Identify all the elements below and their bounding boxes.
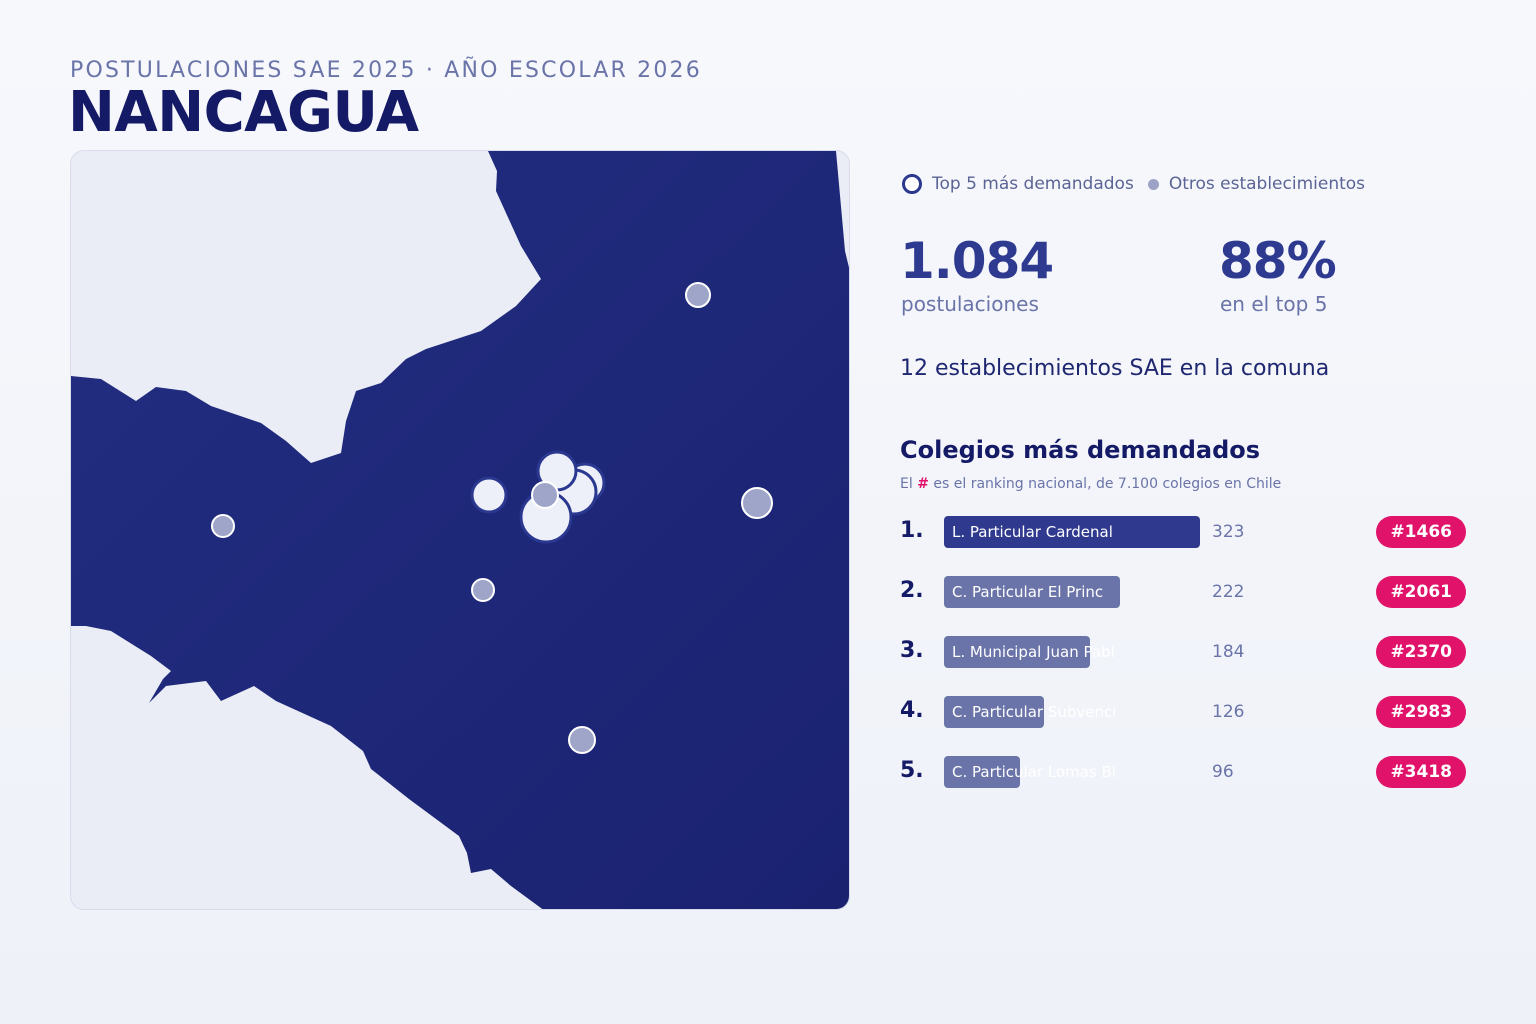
rank-number: 1.	[900, 518, 924, 543]
applications-total: 1.084	[900, 232, 1054, 290]
national-rank-badge: #3418	[1376, 756, 1466, 788]
map-legend: Top 5 más demandados Otros establecimien…	[902, 174, 1365, 194]
school-marker[interactable]	[471, 578, 495, 602]
ranking-bar	[944, 696, 1044, 728]
note-prefix: El	[900, 476, 913, 492]
rank-number: 2.	[900, 578, 924, 603]
top5-school-marker[interactable]	[470, 476, 508, 514]
ranking-title: Colegios más demandados	[900, 436, 1261, 464]
ranking-row[interactable]: 2. C. Particular El Princ 222 #2061	[900, 576, 1470, 608]
top5-ring-icon	[902, 174, 922, 194]
school-name: C. Particular Subvenci	[952, 703, 1117, 721]
ranking-bar	[944, 516, 1200, 548]
rank-number: 4.	[900, 698, 924, 723]
ranking-bar	[944, 576, 1120, 608]
school-name: L. Particular Cardenal	[952, 523, 1113, 541]
national-rank-badge: #2061	[1376, 576, 1466, 608]
school-marker[interactable]	[568, 726, 596, 754]
national-rank-badge: #2370	[1376, 636, 1466, 668]
school-markers	[211, 282, 773, 754]
note-hash: #	[917, 476, 929, 492]
ranking-row[interactable]: 1. L. Particular Cardenal 323 #1466	[900, 516, 1470, 548]
national-rank-badge: #1466	[1376, 516, 1466, 548]
national-rank-badge: #2983	[1376, 696, 1466, 728]
ranking-row[interactable]: 4. C. Particular Subvenci 126 #2983	[900, 696, 1470, 728]
ranking-note: El # es el ranking nacional, de 7.100 co…	[900, 476, 1281, 492]
commune-map[interactable]	[70, 150, 850, 910]
commune-title: NANCAGUA	[68, 80, 419, 145]
schools-count: 12 establecimientos SAE en la comuna	[900, 356, 1330, 381]
rank-number: 3.	[900, 638, 924, 663]
legend-others-label: Otros establecimientos	[1168, 174, 1366, 194]
school-name: L. Municipal Juan Pabl	[952, 643, 1115, 661]
school-marker[interactable]	[531, 481, 559, 509]
map-subtitle: POSTULACIONES SAE 2025 · AÑO ESCOLAR 202…	[70, 58, 702, 83]
map-canvas	[71, 151, 850, 910]
ranking-bar	[944, 636, 1090, 668]
other-dot-icon	[1147, 178, 1159, 190]
applications-count: 222	[1212, 582, 1245, 602]
ranking-row[interactable]: 5. C. Particular Lomas Bl 96 #3418	[900, 756, 1470, 788]
applications-count: 184	[1212, 642, 1245, 662]
school-marker[interactable]	[211, 514, 235, 538]
applications-count: 126	[1212, 702, 1245, 722]
applications-label: postulaciones	[901, 292, 1039, 316]
legend-top5-label: Top 5 más demandados	[932, 174, 1134, 194]
applications-count: 96	[1212, 762, 1234, 782]
school-name: C. Particular Lomas Bl	[952, 763, 1116, 781]
applications-count: 323	[1212, 522, 1245, 542]
school-name: C. Particular El Princ	[952, 583, 1104, 601]
school-marker[interactable]	[741, 487, 773, 519]
top5-share-label: en el top 5	[1220, 292, 1328, 316]
ranking-bar	[944, 756, 1020, 788]
top5-share: 88%	[1219, 232, 1337, 290]
commune-boundary[interactable]	[71, 151, 850, 910]
note-suffix: es el ranking nacional, de 7.100 colegio…	[933, 476, 1282, 492]
rank-number: 5.	[900, 758, 924, 783]
ranking-row[interactable]: 3. L. Municipal Juan Pabl 184 #2370	[900, 636, 1470, 668]
school-marker[interactable]	[685, 282, 711, 308]
